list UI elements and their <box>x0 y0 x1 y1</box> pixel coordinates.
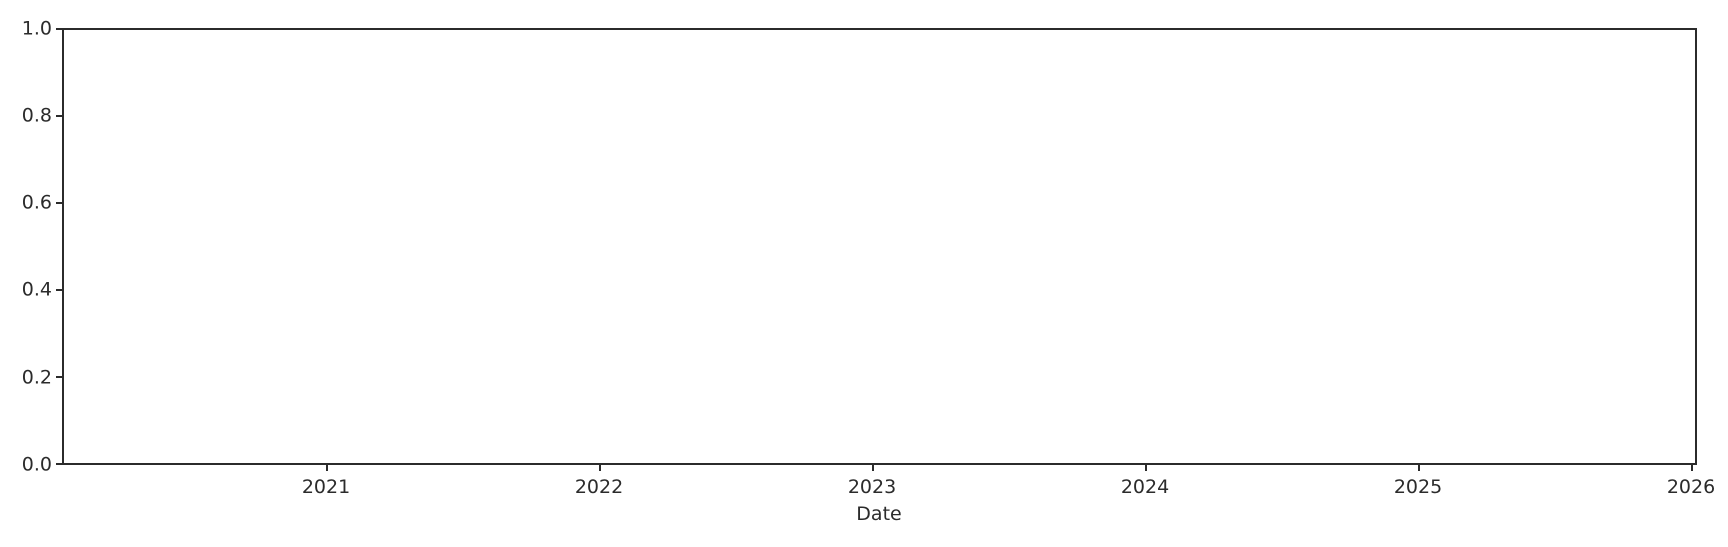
x-tick-label: 2026 <box>1666 476 1716 498</box>
y-tick-mark <box>56 289 62 291</box>
x-tick-label: 2022 <box>574 476 624 498</box>
y-tick-label: 0.6 <box>21 191 52 214</box>
y-tick-label: 0.2 <box>21 366 52 389</box>
y-tick-label: 1.0 <box>21 17 52 40</box>
x-tick-mark <box>872 465 874 471</box>
y-tick-mark <box>56 28 62 30</box>
x-tick-mark <box>1418 465 1420 471</box>
x-tick-mark <box>326 465 328 471</box>
y-tick-label: 0.0 <box>21 453 52 476</box>
y-tick-mark <box>56 115 62 117</box>
y-tick-label: 0.4 <box>21 278 52 301</box>
y-axis-tick-labels: 0.0 0.2 0.4 0.6 0.8 1.0 <box>0 19 52 474</box>
x-tick-mark <box>1691 465 1693 471</box>
x-axis-label-text: Date <box>856 503 902 525</box>
x-tick-label: 2025 <box>1393 476 1443 498</box>
y-tick-mark <box>56 463 62 465</box>
x-tick-mark <box>599 465 601 471</box>
x-tick-label: 2024 <box>1120 476 1170 498</box>
axis-spine-top <box>62 28 1697 30</box>
x-tick-label: 2023 <box>847 476 897 498</box>
axis-spine-bottom <box>62 463 1697 465</box>
y-tick-label: 0.8 <box>21 104 52 127</box>
x-tick-label: 2021 <box>301 476 351 498</box>
axis-spine-right <box>1695 28 1697 465</box>
x-tick-mark <box>1145 465 1147 471</box>
axis-spine-left <box>62 28 64 465</box>
plot-area <box>56 28 1697 471</box>
x-axis-tick-labels: 2021 2022 2023 2024 2025 2026 <box>0 478 1728 502</box>
y-tick-mark <box>56 202 62 204</box>
y-tick-mark <box>56 376 62 378</box>
